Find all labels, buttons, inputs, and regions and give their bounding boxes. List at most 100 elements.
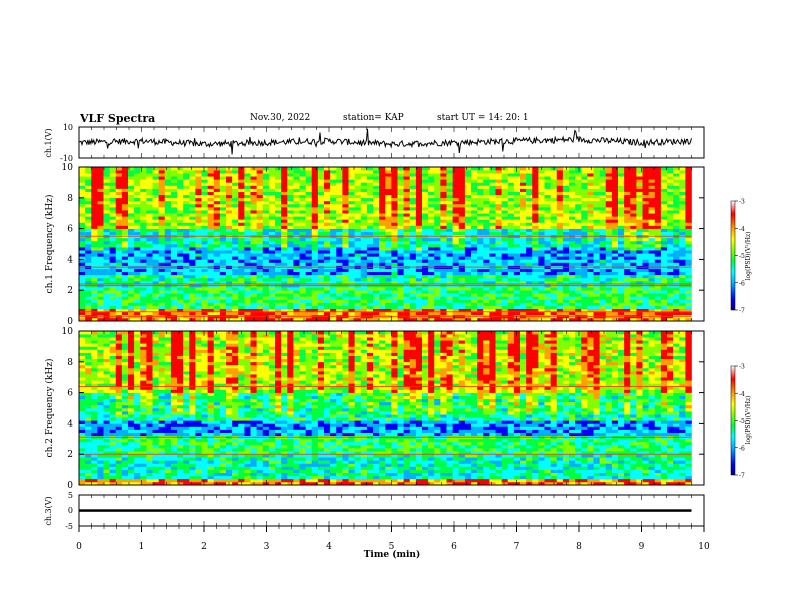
ch1-spec-cell xyxy=(605,296,613,300)
ch1-spec-cell xyxy=(550,277,558,282)
ch1-spec-cell xyxy=(299,311,306,316)
ch1-spec-cell xyxy=(660,253,668,257)
ch1-spec-cell xyxy=(489,308,496,313)
ch1-spec-cell xyxy=(115,167,123,171)
ch1-spec-cell xyxy=(232,296,239,300)
ch1-spec-cell xyxy=(673,167,680,171)
ch1-spec-cell xyxy=(464,170,472,174)
ch1-spec-cell xyxy=(452,197,460,202)
ch1-spec-cell xyxy=(311,197,319,202)
ch1-spec-cell xyxy=(195,203,202,208)
ch1-spec-cell xyxy=(507,308,515,313)
ch1-spec-cell xyxy=(360,219,368,223)
ch1-spec-cell xyxy=(513,240,521,245)
ch1-spec-cell xyxy=(446,271,453,276)
ch1-spec-cell xyxy=(403,253,411,257)
ch1-spec-cell xyxy=(434,271,441,276)
ch1-spec-cell xyxy=(477,182,484,186)
ch1-spec-cell xyxy=(599,213,607,217)
ch1-spec-cell xyxy=(262,200,270,205)
ch1-spec-cell xyxy=(501,170,509,174)
ch1-spec-cell xyxy=(226,185,233,189)
ch1-spec-cell xyxy=(636,222,643,226)
ch1-spec-cell xyxy=(97,194,104,199)
ch1-spec-cell xyxy=(587,271,594,276)
ch1-spec-cell xyxy=(575,317,582,322)
ch1-spec-cell xyxy=(526,210,533,214)
ch1-spec-cell xyxy=(268,277,276,282)
ch1-spec-cell xyxy=(391,170,398,174)
ch1-spec-cell xyxy=(409,247,417,251)
ch1-spec-cell xyxy=(593,182,600,186)
ch1-spec-cell xyxy=(244,170,251,174)
ch1-spec-cell xyxy=(201,231,208,236)
ch1-spec-cell xyxy=(513,194,521,199)
ch1-spec-cell xyxy=(483,247,490,251)
ch1-spec-cell xyxy=(268,191,276,196)
ch1-spec-cell xyxy=(452,268,460,273)
ch1-spec-cell xyxy=(667,197,674,202)
ch1-spec-cell xyxy=(507,216,515,220)
ch1-spec-cell xyxy=(256,179,264,183)
ch1-spec-cell xyxy=(311,302,319,306)
ch1-spec-cell xyxy=(293,197,300,202)
ch1-spec-cell xyxy=(373,274,380,279)
ch1-spec-cell xyxy=(532,274,539,279)
ch1-spec-cell xyxy=(232,244,239,248)
ch1-spec-cell xyxy=(170,176,178,180)
ch1-spec-cell xyxy=(373,247,380,251)
ch1-spec-cell xyxy=(397,228,404,232)
ch1-spec-cell xyxy=(495,244,502,248)
ch1-spec-cell xyxy=(409,197,417,202)
ch1-spec-cell xyxy=(434,244,441,248)
ch1-spec-cell xyxy=(391,277,398,282)
ch1-spec-cell xyxy=(158,188,166,192)
ch1-spec-cell xyxy=(354,290,362,294)
ch1-spec-cell xyxy=(562,216,570,220)
ch1-spec-cell xyxy=(409,219,417,223)
ch1-spec-cell xyxy=(238,185,245,189)
ch1-spec-cell xyxy=(79,207,86,211)
ch1-spec-cell xyxy=(477,222,484,226)
ch1-spec-cell xyxy=(673,222,680,226)
ch1-spec-cell xyxy=(587,179,594,183)
ch1-spec-cell xyxy=(434,194,441,199)
ch1-spec-cell xyxy=(489,231,496,236)
ch1-spec-cell xyxy=(428,277,435,282)
ch1-spec-cell xyxy=(146,219,153,223)
ch1-spec-cell xyxy=(648,290,656,294)
ch1-spec-cell xyxy=(507,290,515,294)
ch1-spec-cell xyxy=(366,188,374,192)
ch1-spec-cell xyxy=(415,299,423,303)
ch1-spec-cell xyxy=(507,191,515,196)
ch1-spec-cell xyxy=(336,213,343,217)
ch1-spec-cell xyxy=(630,262,637,266)
ch1-spec-cell xyxy=(452,194,460,199)
ch1-spec-cell xyxy=(195,311,202,316)
ch1-spec-cell xyxy=(91,185,98,189)
ch1-spec-cell xyxy=(348,203,355,208)
ch1-spec-cell xyxy=(685,253,692,257)
ch1-spec-cell xyxy=(342,240,349,245)
ch1-spec-cell xyxy=(458,311,466,316)
ch1-spec-cell xyxy=(115,191,123,196)
ch1-spec-cell xyxy=(507,280,515,285)
ch1-spec-cell xyxy=(458,200,466,205)
ch1-spec-cell xyxy=(330,219,337,223)
ch1-spec-cell xyxy=(630,225,637,229)
ch1-spec-cell xyxy=(244,296,251,300)
ch1-spec-cell xyxy=(336,308,343,313)
ch1-spec-cell xyxy=(538,179,545,183)
ch1-spec-cell xyxy=(379,231,386,236)
ch1-spec-cell xyxy=(164,259,172,263)
ch1-spec-cell xyxy=(115,311,123,316)
ch1-spec-cell xyxy=(385,210,392,214)
ch1-spec-cell xyxy=(299,191,306,196)
ch1-spec-cell xyxy=(79,191,86,196)
ch1-spec-cell xyxy=(667,302,674,306)
ch1-spec-cell xyxy=(403,191,411,196)
ch1-spec-cell xyxy=(471,213,478,217)
ch1-spec-cell xyxy=(342,182,349,186)
ch1-spec-cell xyxy=(293,299,300,303)
ch1-spec-cell xyxy=(305,213,313,217)
